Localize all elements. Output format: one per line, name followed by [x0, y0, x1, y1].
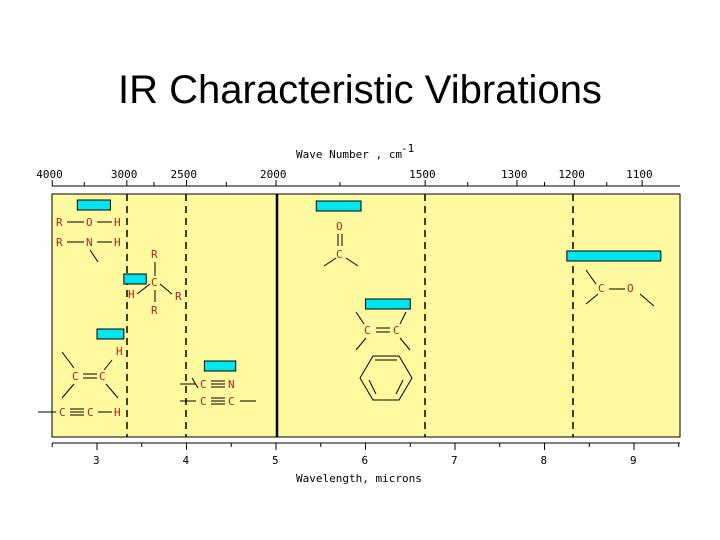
atom-o-ether: O — [627, 282, 634, 295]
atom-h-ch: H — [128, 288, 135, 301]
top-tick-label: 3000 — [111, 168, 138, 181]
absorption-band — [76, 199, 111, 211]
bottom-axis-title: Wavelength, microns — [296, 472, 422, 485]
top-tick-label: 1200 — [558, 168, 585, 181]
atom-r-ch-bottom: R — [151, 304, 158, 317]
bottom-tick-label: 7 — [451, 454, 458, 467]
atom-c1-vinyl: C — [72, 370, 79, 383]
atom-r-oh: R — [56, 216, 63, 229]
atom-c2-alkene: C — [393, 324, 400, 337]
atom-c2-alkyne-internal: C — [228, 395, 235, 408]
top-tick-label: 2000 — [260, 168, 287, 181]
structure-drawings: R O H R N H R C H R R H C C C — [38, 216, 655, 419]
bottom-tick-label: 9 — [630, 454, 637, 467]
absorption-bands — [76, 199, 662, 372]
atom-c1-alkene: C — [364, 324, 371, 337]
bottom-tick-label: 4 — [183, 454, 190, 467]
absorption-band — [203, 360, 237, 372]
atom-h-alkyne: H — [114, 406, 121, 419]
top-tick-label: 4000 — [36, 168, 63, 181]
bottom-tick-label: 6 — [362, 454, 369, 467]
atom-n-nitrile: N — [228, 378, 235, 391]
slide-title: IR Characteristic Vibrations — [118, 68, 602, 112]
absorption-band — [96, 328, 125, 340]
top-tick-label: 2500 — [171, 168, 198, 181]
bottom-tick-label: 3 — [93, 454, 100, 467]
atom-o-carbonyl: O — [336, 220, 343, 233]
atom-h-nh: H — [114, 236, 121, 249]
atom-c-ether: C — [598, 282, 605, 295]
bottom-tick-label: 5 — [272, 454, 279, 467]
top-axis-superscript: -1 — [401, 142, 414, 155]
top-axis-title: Wave Number , cm — [296, 148, 402, 161]
atom-o-oh: O — [86, 216, 93, 229]
bottom-tick-label: 8 — [541, 454, 548, 467]
atom-r-ch-top: R — [151, 248, 158, 261]
top-tick-label: 1500 — [409, 168, 436, 181]
atom-c2-alkyne: C — [87, 406, 94, 419]
absorption-band — [566, 250, 662, 262]
absorption-band — [365, 298, 411, 310]
atom-h-oh: H — [114, 216, 121, 229]
atom-c-carbonyl: C — [336, 248, 343, 261]
atom-r-nh: R — [56, 236, 63, 249]
atom-h-vinyl: H — [116, 345, 123, 358]
atom-n-nh: N — [86, 236, 93, 249]
top-axis: Wave Number , cm -1 — [52, 142, 680, 187]
atom-c-nitrile: C — [200, 378, 207, 391]
top-tick-label: 1100 — [626, 168, 653, 181]
atom-c1-alkyne: C — [59, 406, 66, 419]
top-tick-label: 1300 — [501, 168, 528, 181]
plot-area — [51, 193, 681, 438]
region-dividers — [126, 194, 574, 437]
bottom-ticks: 3 4 5 6 7 8 9 — [51, 443, 680, 467]
atom-c-ch: C — [151, 276, 158, 289]
atom-c1-alkyne-internal: C — [200, 395, 207, 408]
absorption-band — [123, 273, 147, 285]
atom-r-ch-right: R — [175, 290, 182, 303]
atom-c2-vinyl: C — [99, 370, 106, 383]
top-ticks: 4000 3000 2500 2000 1500 1300 1200 1100 — [36, 168, 653, 186]
absorption-band — [315, 200, 362, 212]
